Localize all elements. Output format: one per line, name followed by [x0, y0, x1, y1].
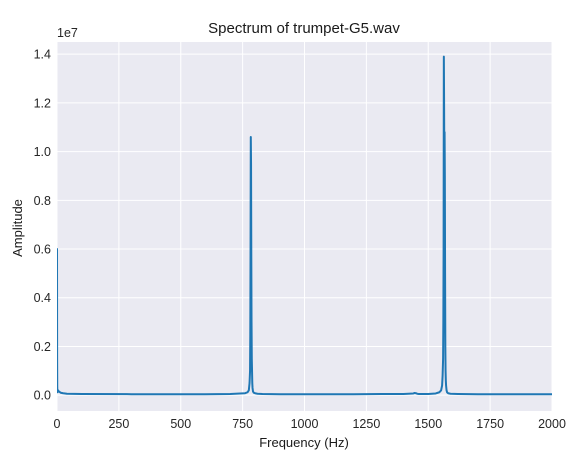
x-tick-label: 1750 [476, 417, 504, 431]
x-tick-label: 500 [170, 417, 191, 431]
chart-title: Spectrum of trumpet-G5.wav [208, 20, 400, 37]
x-tick-label: 1500 [414, 417, 442, 431]
y-tick-label: 1.2 [34, 96, 51, 110]
x-tick-label: 750 [232, 417, 253, 431]
x-tick-label: 1000 [291, 417, 319, 431]
x-tick-label: 1250 [352, 417, 380, 431]
x-tick-label: 250 [108, 417, 129, 431]
x-axis-ticks: 0 250 500 750 1000 1250 1500 1750 2000 [54, 417, 566, 431]
y-tick-label: 1.4 [34, 48, 51, 62]
y-tick-label: 0.4 [34, 291, 51, 305]
y-tick-label: 0.6 [34, 243, 51, 257]
y-tick-label: 1.0 [34, 145, 51, 159]
y-axis-ticks: 0.0 0.2 0.4 0.6 0.8 1.0 1.2 1.4 [34, 48, 51, 403]
grid [56, 42, 553, 411]
x-axis-label: Frequency (Hz) [259, 435, 349, 450]
x-tick-label: 0 [54, 417, 61, 431]
series-layer [57, 55, 552, 396]
x-tick-label: 2000 [538, 417, 566, 431]
spectrum-series-line [57, 55, 552, 396]
y-tick-label: 0.8 [34, 194, 51, 208]
y-tick-label: 0.2 [34, 340, 51, 354]
y-axis-label: Amplitude [10, 199, 25, 257]
y-tick-label: 0.0 [34, 389, 51, 403]
y-axis-offset-label: 1e7 [57, 26, 78, 40]
